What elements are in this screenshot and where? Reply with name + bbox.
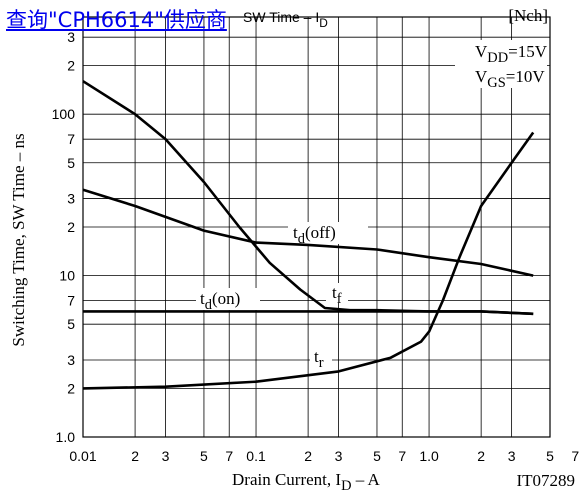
series-label-part: t bbox=[314, 347, 319, 366]
chart-title: SW Time – ID bbox=[243, 9, 328, 30]
series-label-part: t bbox=[293, 223, 298, 242]
x-tick-label: 3 bbox=[335, 448, 343, 464]
series-label-part: f bbox=[337, 291, 342, 307]
x-tick-label: 3 bbox=[508, 448, 516, 464]
x-tick-label: 5 bbox=[373, 448, 381, 464]
series-label-part: t bbox=[332, 283, 337, 302]
series-label: td(on) bbox=[200, 289, 240, 313]
figure-id: IT07289 bbox=[516, 471, 575, 490]
x-tick-label: 7 bbox=[571, 448, 579, 464]
annotation-part: GS bbox=[487, 75, 505, 91]
annotation-part: =15V bbox=[508, 42, 548, 61]
y-tick-label: 100 bbox=[52, 106, 76, 122]
series-label: td(off) bbox=[293, 223, 336, 247]
x-tick-label: 3 bbox=[162, 448, 170, 464]
series-label: tr bbox=[314, 347, 324, 371]
label-bg bbox=[455, 40, 547, 88]
x-axis-label-part: D bbox=[341, 478, 351, 494]
y-tick-label: 5 bbox=[67, 316, 75, 332]
chart-title-part: D bbox=[319, 16, 328, 30]
series-label: tf bbox=[332, 283, 342, 307]
series-line bbox=[83, 310, 534, 316]
annotation: [Nch] bbox=[508, 6, 548, 25]
x-axis-label: Drain Current, ID – A bbox=[232, 470, 381, 494]
link[interactable]: 查询"CPH6614"供应商 bbox=[6, 8, 227, 32]
x-tick-label: 2 bbox=[304, 448, 312, 464]
x-tick-label: 0.1 bbox=[246, 448, 266, 464]
label-bg bbox=[288, 222, 368, 244]
y-axis-label-part: Switching Time, SW Time – ns bbox=[9, 133, 28, 346]
y-tick-label: 3 bbox=[67, 352, 75, 368]
y-axis-label: Switching Time, SW Time – ns bbox=[9, 133, 28, 346]
series-label-part: t bbox=[200, 289, 205, 308]
annotation-part: V bbox=[475, 42, 488, 61]
label-bg bbox=[326, 283, 348, 303]
x-tick-label: 1.0 bbox=[419, 448, 439, 464]
y-tick-label: 3 bbox=[67, 29, 75, 45]
series-label-part: (on) bbox=[212, 289, 240, 308]
x-tick-label: 7 bbox=[225, 448, 233, 464]
x-tick-label: 5 bbox=[200, 448, 208, 464]
x-tick-label: 7 bbox=[398, 448, 406, 464]
label-bg bbox=[310, 346, 332, 366]
series-label-part: d bbox=[298, 231, 306, 247]
annotation-part: V bbox=[475, 67, 488, 86]
x-tick-label: 2 bbox=[477, 448, 485, 464]
y-tick-label: 10 bbox=[59, 268, 75, 284]
annotation-part: =10V bbox=[506, 67, 546, 86]
plot-frame bbox=[82, 16, 551, 438]
x-tick-label: 0.01 bbox=[69, 448, 96, 464]
x-tick-label: 5 bbox=[546, 448, 554, 464]
y-tick-label: 2 bbox=[67, 380, 75, 396]
x-tick-label: 2 bbox=[131, 448, 139, 464]
y-tick-label: 7 bbox=[67, 293, 75, 309]
annotation: VGS=10V bbox=[475, 67, 545, 91]
chart-title-part: SW Time – I bbox=[243, 9, 319, 25]
series-line bbox=[82, 188, 534, 277]
y-tick-label: 7 bbox=[67, 131, 75, 147]
annotation-part: [Nch] bbox=[508, 6, 548, 25]
series-label-part: d bbox=[205, 297, 213, 313]
x-axis-label-part: – A bbox=[352, 470, 381, 489]
x-axis-label-part: Drain Current, I bbox=[232, 470, 341, 489]
series-label-part: (off) bbox=[305, 223, 336, 242]
series-line bbox=[82, 131, 535, 390]
y-tick-label: 5 bbox=[67, 155, 75, 171]
label-bg bbox=[196, 288, 260, 310]
annotation: VDD=15V bbox=[475, 42, 548, 66]
series-label-part: r bbox=[319, 355, 324, 371]
y-tick-label: 2 bbox=[67, 219, 75, 235]
y-tick-label: 3 bbox=[67, 191, 75, 207]
annotation-part: DD bbox=[487, 50, 508, 66]
y-tick-label: 2 bbox=[67, 58, 75, 74]
y-tick-label: 1.0 bbox=[56, 429, 76, 445]
